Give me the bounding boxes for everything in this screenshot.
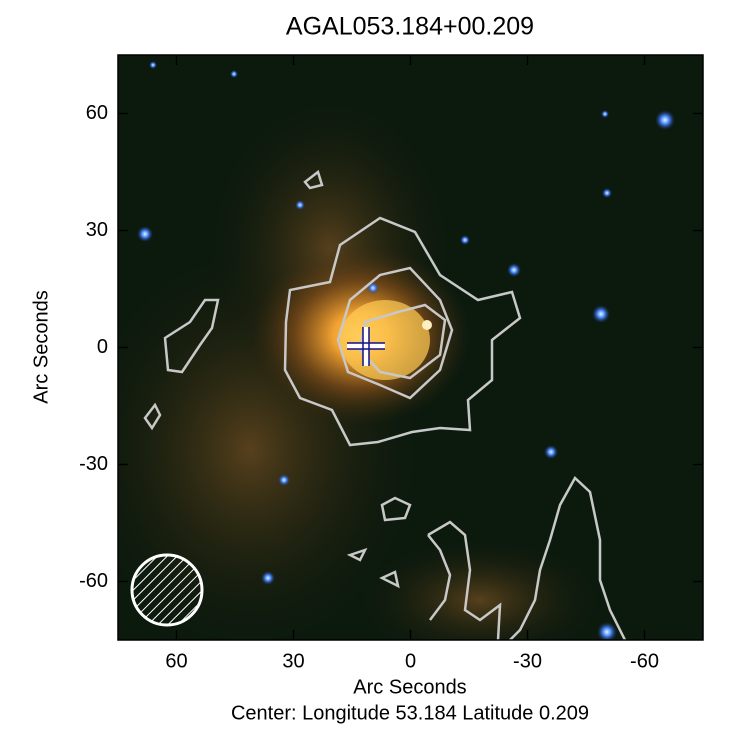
x-tick-label: -30 xyxy=(513,650,542,672)
y-tick-label: 0 xyxy=(97,336,108,358)
contours xyxy=(143,169,627,640)
y-axis-label: Arc Seconds xyxy=(30,290,52,403)
sky-image xyxy=(118,55,703,640)
x-tick-label: 30 xyxy=(282,650,304,672)
x-tick-label: 60 xyxy=(165,650,187,672)
chart-title: AGAL053.184+00.209 xyxy=(286,13,534,41)
footer: Center: Longitude 53.184 Latitude 0.209 xyxy=(231,702,589,724)
x-tick-label: -60 xyxy=(630,650,659,672)
x-axis-label: Arc Seconds xyxy=(353,676,466,698)
beam xyxy=(130,553,204,627)
y-tick-label: 60 xyxy=(86,102,108,124)
y-tick-label: 30 xyxy=(86,219,108,241)
stars xyxy=(137,61,675,640)
x-tick-label: 0 xyxy=(405,650,416,672)
y-tick-label: -60 xyxy=(79,570,108,592)
y-tick-label: -30 xyxy=(79,453,108,475)
source-marker xyxy=(347,327,385,366)
